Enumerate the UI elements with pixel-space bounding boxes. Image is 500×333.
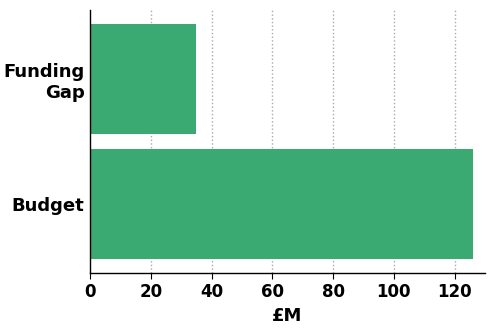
X-axis label: £M: £M <box>272 307 302 325</box>
Bar <box>90 149 473 259</box>
Bar <box>90 24 196 134</box>
